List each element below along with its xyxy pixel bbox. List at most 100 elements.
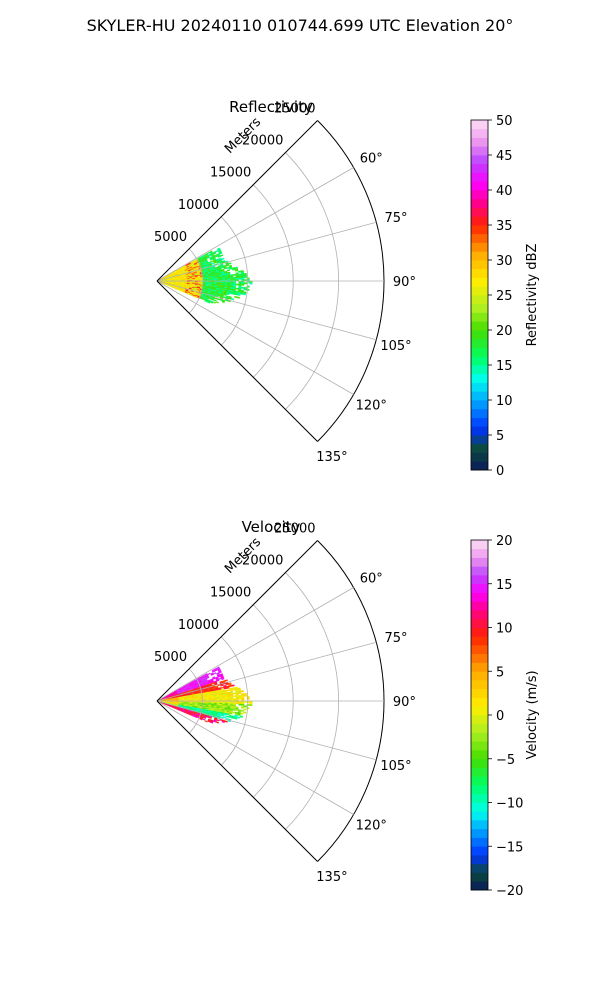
radar-gate <box>227 698 231 700</box>
radar-gate <box>249 282 253 285</box>
colorbar-segment <box>471 225 488 235</box>
colorbar-segment <box>471 181 488 191</box>
radar-gate <box>237 270 242 273</box>
colorbar-segment <box>471 811 488 821</box>
colorbar-segment <box>471 863 488 873</box>
colorbar-segment <box>471 408 488 418</box>
colorbar-segment <box>471 146 488 156</box>
radar-gate <box>246 277 250 280</box>
radar-gate <box>235 709 239 712</box>
colorbar-segment <box>471 216 488 226</box>
radar-gate <box>243 711 247 714</box>
radar-gate <box>232 273 236 276</box>
colorbar-tick-label: 20 <box>496 324 513 339</box>
figure-title: SKYLER-HU 20240110 010744.699 UTC Elevat… <box>86 16 514 35</box>
colorbar: 0 5 10 15 20 25 30 35 40 45 50 Reflectivity dBZ <box>470 114 540 479</box>
colorbar-segment <box>471 435 488 445</box>
radar-gate <box>235 269 239 272</box>
polar-edge <box>156 540 318 702</box>
radar-gate <box>232 695 237 698</box>
radar-gate <box>235 702 239 705</box>
azimuth-spoke <box>156 700 377 761</box>
radar-gate <box>211 262 215 265</box>
colorbar-tick-label: −10 <box>496 797 523 812</box>
colorbar-tick-label: 40 <box>496 184 513 199</box>
colorbar-segment <box>471 767 488 777</box>
radar-gate <box>231 684 235 687</box>
colorbar-segment <box>471 776 488 786</box>
radar-gate <box>219 251 223 255</box>
colorbar-segment <box>471 645 488 655</box>
radar-gate <box>238 697 242 700</box>
colorbar-segment <box>471 277 488 287</box>
panel-title: Velocity <box>242 518 301 536</box>
radar-gate <box>231 292 236 295</box>
radar-gate <box>246 285 250 288</box>
azimuth-spoke <box>156 587 354 702</box>
radar-gate <box>202 718 206 721</box>
radar-gate <box>221 720 225 724</box>
radar-gate <box>229 267 233 270</box>
radar-gate <box>241 283 245 286</box>
colorbar-segment <box>471 680 488 690</box>
colorbar-segment <box>471 715 488 725</box>
radar-gate <box>215 721 220 724</box>
azimuth-tick-label: 60° <box>360 571 383 586</box>
radar-gate <box>224 698 228 700</box>
radar-gate <box>236 716 241 719</box>
colorbar-tick-label: −5 <box>496 753 515 768</box>
radar-gate <box>238 692 242 695</box>
radar-gate <box>219 254 224 257</box>
radar-gate <box>238 277 242 280</box>
radar-gate <box>240 712 244 715</box>
radar-gate <box>220 686 225 689</box>
colorbar-tick-label: −20 <box>496 884 523 899</box>
colorbar-segment <box>471 662 488 672</box>
radial-tick-label: 20000 <box>242 554 283 569</box>
colorbar-segment <box>471 671 488 681</box>
radar-gate <box>243 705 247 708</box>
radar-gate <box>206 676 210 680</box>
radar-gate <box>235 283 239 286</box>
colorbar-segment <box>471 828 488 838</box>
velocity-panel: Velocity500010000150002000025000Meters60… <box>154 518 540 899</box>
radar-gate <box>233 278 237 280</box>
radar-gate <box>213 252 217 255</box>
radar-gate <box>232 268 236 271</box>
colorbar-segment <box>471 610 488 620</box>
colorbar-segment <box>471 837 488 847</box>
colorbar-segment <box>471 758 488 768</box>
radar-gate <box>212 301 217 304</box>
colorbar-segment <box>471 356 488 366</box>
radar-gate <box>238 696 242 699</box>
radar-gate <box>242 292 247 296</box>
radar-gate <box>241 282 245 285</box>
radar-gate <box>233 717 238 720</box>
colorbar-segment <box>471 233 488 243</box>
azimuth-tick-label: 105° <box>380 759 411 774</box>
colorbar-segment <box>471 872 488 882</box>
radar-gate <box>240 292 244 295</box>
radar-gate <box>243 276 247 279</box>
radar-gate <box>224 679 228 682</box>
azimuth-tick-label: 120° <box>356 819 387 834</box>
polar-edge <box>156 120 318 282</box>
colorbar-segment <box>471 128 488 138</box>
colorbar-segment <box>471 155 488 165</box>
radar-gate <box>228 262 232 265</box>
radial-tick-label: 15000 <box>210 166 251 181</box>
colorbar-tick-label: 0 <box>496 464 504 479</box>
azimuth-tick-label: 135° <box>316 870 347 885</box>
azimuth-spoke <box>156 167 354 282</box>
radial-tick-label: 20000 <box>242 134 283 149</box>
colorbar-tick-label: 5 <box>496 429 504 444</box>
azimuth-tick-label: 120° <box>356 399 387 414</box>
radar-gate <box>199 718 203 721</box>
colorbar-tick-label: 10 <box>496 394 513 409</box>
colorbar: −20 −15 −10 −5 0 5 10 15 20 Velocity (m/s) <box>470 534 540 899</box>
radar-gate <box>229 292 233 295</box>
colorbar-segment <box>471 750 488 760</box>
radar-gate <box>233 698 237 700</box>
radial-tick-label: 15000 <box>210 586 251 601</box>
